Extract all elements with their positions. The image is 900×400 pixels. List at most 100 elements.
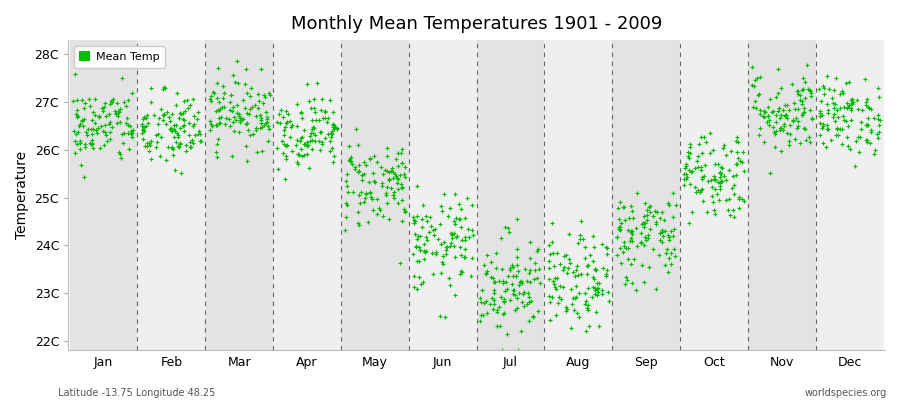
- Point: [87, 112, 102, 119]
- Point: [516, 290, 530, 297]
- Point: [872, 129, 886, 136]
- Point: [599, 245, 614, 252]
- Point: [655, 209, 670, 216]
- Point: [143, 138, 157, 144]
- Point: [419, 247, 434, 254]
- Point: [253, 66, 267, 72]
- Point: [498, 224, 512, 230]
- Point: [579, 327, 593, 334]
- Point: [654, 239, 669, 245]
- Point: [842, 146, 857, 153]
- Point: [797, 104, 812, 111]
- Point: [236, 116, 250, 122]
- Point: [552, 294, 566, 300]
- Point: [239, 110, 254, 116]
- Point: [293, 110, 308, 116]
- Point: [151, 121, 166, 128]
- Point: [112, 150, 127, 157]
- Point: [769, 112, 783, 118]
- Point: [347, 166, 362, 172]
- Point: [436, 191, 451, 197]
- Point: [648, 286, 662, 292]
- Point: [775, 107, 789, 114]
- Point: [341, 189, 356, 195]
- Point: [771, 108, 786, 114]
- Point: [816, 121, 831, 128]
- Point: [562, 256, 576, 262]
- Point: [68, 131, 83, 138]
- Point: [448, 190, 463, 197]
- Point: [158, 157, 173, 163]
- Point: [691, 187, 706, 194]
- Point: [871, 94, 886, 100]
- Point: [815, 140, 830, 147]
- Point: [244, 85, 258, 91]
- Point: [309, 116, 323, 123]
- Point: [217, 104, 231, 110]
- Point: [276, 140, 291, 147]
- Point: [820, 100, 834, 107]
- Point: [204, 93, 219, 100]
- Point: [454, 252, 468, 258]
- Point: [706, 147, 721, 153]
- Point: [284, 124, 298, 130]
- Point: [666, 190, 680, 196]
- Point: [348, 164, 363, 171]
- Point: [184, 144, 198, 150]
- Point: [871, 116, 886, 122]
- Point: [544, 317, 558, 323]
- Point: [610, 205, 625, 212]
- Point: [795, 86, 809, 93]
- Point: [652, 252, 666, 258]
- Point: [845, 96, 859, 102]
- Point: [69, 97, 84, 103]
- Point: [439, 244, 454, 250]
- Point: [255, 148, 269, 155]
- Point: [158, 84, 172, 91]
- Point: [586, 232, 600, 239]
- Point: [616, 204, 631, 211]
- Point: [820, 122, 834, 129]
- Point: [493, 235, 508, 242]
- Point: [714, 171, 728, 178]
- Point: [636, 213, 651, 219]
- Point: [165, 144, 179, 150]
- Point: [306, 129, 320, 136]
- Text: worldspecies.org: worldspecies.org: [805, 388, 886, 398]
- Point: [112, 149, 127, 156]
- Point: [829, 132, 843, 138]
- Point: [88, 127, 103, 133]
- Point: [207, 90, 221, 96]
- Point: [386, 175, 400, 182]
- Point: [261, 138, 275, 144]
- Point: [398, 209, 412, 215]
- Point: [630, 190, 644, 196]
- Point: [509, 253, 524, 260]
- Point: [626, 228, 640, 234]
- Point: [194, 138, 209, 144]
- Point: [391, 150, 405, 156]
- Point: [226, 104, 240, 110]
- Point: [516, 299, 530, 306]
- Point: [415, 224, 429, 230]
- Bar: [273, 40, 341, 350]
- Point: [167, 167, 182, 173]
- Point: [283, 118, 297, 125]
- Point: [658, 262, 672, 268]
- Bar: [815, 40, 884, 350]
- Point: [379, 190, 393, 196]
- Point: [230, 102, 244, 108]
- Point: [872, 117, 886, 123]
- Point: [510, 262, 525, 268]
- Point: [160, 108, 175, 115]
- Point: [867, 151, 881, 157]
- Point: [774, 112, 788, 118]
- Point: [242, 132, 256, 139]
- Point: [327, 153, 341, 160]
- Point: [72, 121, 86, 128]
- Point: [694, 134, 708, 140]
- Point: [356, 172, 370, 179]
- Point: [827, 104, 842, 111]
- Point: [436, 253, 450, 259]
- Point: [136, 116, 150, 122]
